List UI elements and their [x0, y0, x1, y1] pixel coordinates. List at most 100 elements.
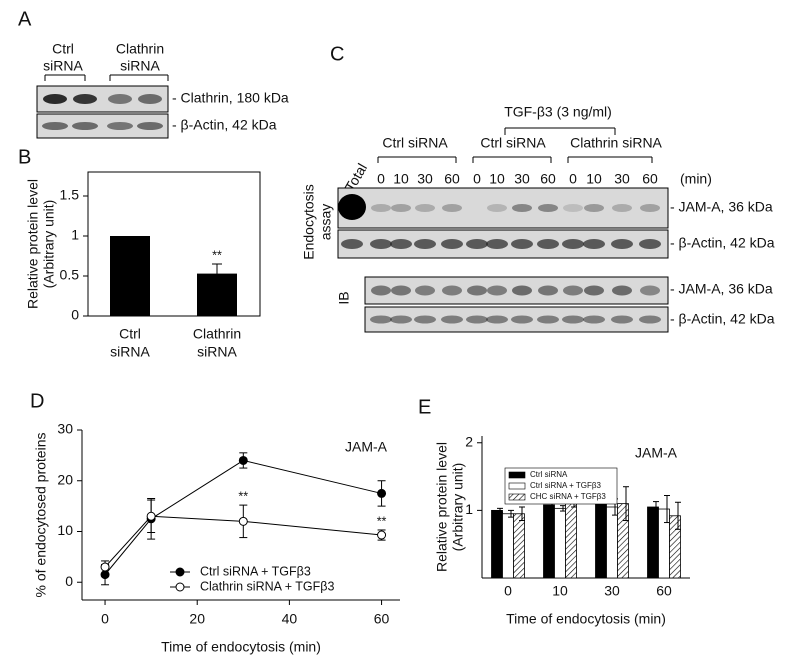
- x-tick-label: siRNA: [197, 344, 237, 360]
- x-tick-label: 30: [604, 583, 620, 599]
- y-axis-title: Relative protein level: [434, 442, 450, 572]
- band: [612, 285, 632, 296]
- band: [391, 285, 411, 296]
- y-tick-label: 20: [57, 471, 73, 487]
- band: [512, 204, 532, 212]
- band: [415, 285, 435, 296]
- band: [442, 204, 462, 212]
- x-tick-label: 60: [656, 583, 672, 599]
- lane-label: 10: [489, 171, 505, 187]
- group-label: Ctrl: [52, 41, 74, 57]
- panel-label: D: [30, 390, 44, 412]
- x-tick-label: 60: [374, 611, 390, 627]
- band: [137, 122, 163, 130]
- band: [538, 285, 558, 296]
- band: [414, 315, 436, 324]
- lane-label: 10: [586, 171, 602, 187]
- band: [584, 204, 604, 212]
- bar: [513, 513, 525, 579]
- lane-label: 60: [642, 171, 658, 187]
- x-tick-label: 40: [282, 611, 298, 627]
- band: [415, 204, 435, 212]
- legend-swatch: [508, 471, 526, 479]
- y-tick-label: 30: [57, 421, 73, 437]
- band: [639, 239, 661, 249]
- panel-label: C: [330, 43, 344, 65]
- bar: [491, 509, 503, 579]
- panel-label: E: [418, 396, 431, 418]
- x-tick-label: Clathrin: [193, 326, 241, 342]
- band: [584, 285, 604, 296]
- band: [441, 315, 463, 324]
- lane-label: 30: [614, 171, 630, 187]
- lane-label: 0: [473, 171, 481, 187]
- lane-label: 0: [377, 171, 385, 187]
- x-tick-label: 20: [189, 611, 205, 627]
- group-label: siRNA: [120, 58, 160, 74]
- band: [640, 204, 660, 212]
- legend-marker: [175, 582, 185, 592]
- band-label: - β-Actin, 42 kDa: [670, 311, 775, 327]
- band: [486, 315, 508, 324]
- band: [414, 239, 436, 249]
- bar: [565, 499, 577, 579]
- marker: [100, 562, 110, 572]
- significance: **: [238, 489, 248, 503]
- y-tick-label: 0: [71, 307, 79, 323]
- bar: [554, 507, 566, 579]
- bar: [658, 508, 670, 579]
- band: [562, 315, 584, 324]
- lane-label: 60: [540, 171, 556, 187]
- band: [537, 315, 559, 324]
- x-axis-title: Time of endocytosis (min): [506, 611, 666, 627]
- band: [466, 239, 488, 249]
- band: [563, 204, 583, 212]
- band: [138, 94, 162, 104]
- band: [370, 239, 392, 249]
- ib-label: IB: [336, 291, 352, 304]
- band: [511, 315, 533, 324]
- band: [537, 239, 559, 249]
- bar: [606, 506, 618, 579]
- legend-label: Clathrin siRNA + TGFβ3: [200, 579, 334, 593]
- lane-label: 30: [417, 171, 433, 187]
- band: [487, 204, 507, 212]
- band: [390, 239, 412, 249]
- unit-label: (min): [680, 171, 712, 187]
- band: [391, 204, 411, 212]
- band-label: - JAM-A, 36 kDa: [670, 199, 773, 215]
- line: [104, 515, 382, 568]
- chart-annotation: JAM-A: [635, 445, 678, 461]
- y-tick-label: 1: [71, 227, 79, 243]
- lane-label: 10: [393, 171, 409, 187]
- group-label: Clathrin: [116, 41, 164, 57]
- x-axis-title: Time of endocytosis (min): [161, 639, 321, 655]
- band: [107, 122, 133, 130]
- legend-label: CHC siRNA + TGFβ3: [530, 492, 606, 501]
- band: [43, 94, 67, 104]
- line: [104, 459, 382, 575]
- panel-label: B: [18, 146, 31, 168]
- band: [487, 285, 507, 296]
- bar: [110, 236, 150, 316]
- band: [466, 315, 488, 324]
- y-axis-title: (Arbitrary unit): [450, 463, 466, 552]
- band: [42, 122, 68, 130]
- significance: **: [212, 248, 222, 262]
- plot-frame: [87, 171, 261, 317]
- marker: [377, 488, 387, 498]
- band: [512, 285, 532, 296]
- blot: [337, 187, 669, 229]
- bar: [647, 506, 659, 579]
- marker: [238, 455, 248, 465]
- band: [72, 122, 98, 130]
- bar: [595, 503, 607, 579]
- band: [371, 204, 391, 212]
- band-label: - JAM-A, 36 kDa: [670, 281, 773, 297]
- bar: [543, 504, 555, 579]
- band: [611, 239, 633, 249]
- x-tick-label: 0: [504, 583, 512, 599]
- legend-swatch: [508, 482, 526, 490]
- legend-label: Ctrl siRNA + TGFβ3: [530, 481, 601, 490]
